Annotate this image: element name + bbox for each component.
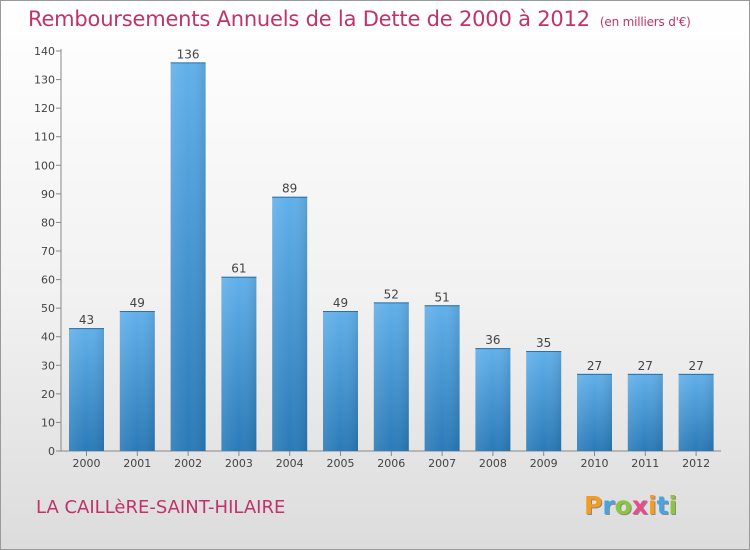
y-tick-label: 80	[41, 216, 55, 229]
bar-shine	[119, 311, 155, 451]
x-tick-label: 2003	[225, 457, 253, 470]
x-tick-label: 2011	[631, 457, 659, 470]
y-tick-label: 60	[41, 274, 55, 287]
bar-chart: 0 10 20 30 40 50 60 70 80 90 100 110 120 130 140 2000 4…	[34, 45, 721, 470]
bar-shine	[272, 196, 308, 451]
y-tick-label: 90	[41, 188, 55, 201]
bar-shine	[221, 276, 257, 451]
bar-shine	[526, 351, 562, 451]
data-label: 27	[587, 359, 602, 373]
data-label: 51	[434, 290, 449, 304]
y-tick-label: 30	[41, 359, 55, 372]
x-tick-label: 2010	[581, 457, 609, 470]
y-tick-label: 120	[34, 102, 55, 115]
data-label: 136	[177, 47, 200, 61]
y-tick-label: 50	[41, 302, 55, 315]
bar-shine	[69, 328, 104, 451]
y-tick-label: 110	[34, 131, 55, 144]
logo-letter: P	[584, 491, 603, 520]
y-tick-label: 100	[34, 159, 55, 172]
logo-letter: i	[668, 491, 678, 520]
logo-letter: x	[631, 491, 648, 520]
value-labels: 2000 43 2001 49 2002 136 2003 61 2004 89 2005 49 200…	[73, 47, 711, 470]
bar-shine	[577, 373, 612, 451]
data-label: 36	[485, 333, 500, 347]
bar-shine	[323, 311, 358, 451]
x-tick-label: 2000	[73, 457, 101, 470]
x-tick-label: 2001	[123, 457, 151, 470]
y-tick-label: 140	[34, 45, 55, 58]
bar-shine	[424, 305, 460, 451]
data-label: 52	[384, 287, 399, 301]
data-label: 35	[536, 336, 551, 350]
data-label: 49	[130, 296, 145, 310]
bars	[69, 62, 714, 452]
logo-letter: o	[614, 491, 632, 520]
y-tick-label: 20	[41, 388, 55, 401]
bar-shine	[678, 373, 714, 451]
data-label: 49	[333, 296, 348, 310]
x-tick-label: 2012	[682, 457, 710, 470]
x-tick-label: 2004	[276, 457, 304, 470]
logo-letter: r	[602, 491, 615, 520]
y-tick-label: 70	[41, 245, 55, 258]
data-label: 89	[282, 182, 297, 196]
x-tick-label: 2008	[479, 457, 507, 470]
y-tick-label: 10	[41, 416, 55, 429]
axes: 0 10 20 30 40 50 60 70 80 90 100 110 120 130 140	[34, 45, 721, 458]
data-label: 43	[79, 313, 94, 327]
x-tick-label: 2002	[174, 457, 202, 470]
data-label: 27	[688, 359, 703, 373]
y-tick-label: 40	[41, 331, 55, 344]
chart-title: Remboursements Annuels de la Dette de 20…	[28, 7, 691, 31]
logo-letter: i	[648, 491, 657, 520]
data-label: 27	[638, 359, 653, 373]
x-tick-label: 2005	[327, 457, 355, 470]
x-tick-label: 2007	[428, 457, 456, 470]
logo-letter: t	[656, 491, 669, 520]
title-text: Remboursements Annuels de la Dette de 20…	[28, 7, 590, 31]
bar-shine	[170, 62, 206, 452]
bar-shine	[373, 302, 409, 451]
bar-shine	[627, 373, 663, 451]
chart-subtitle: (en milliers d'€)	[599, 15, 691, 29]
x-tick-label: 2009	[530, 457, 558, 470]
proxiti-logo: Proxiti	[584, 491, 677, 520]
data-label: 61	[231, 262, 246, 276]
y-tick-label: 130	[34, 74, 55, 87]
bar-shine	[475, 348, 511, 451]
commune-name: LA CAILLèRE-SAINT-HILAIRE	[36, 497, 286, 518]
y-tick-label: 0	[48, 445, 55, 458]
x-tick-label: 2006	[377, 457, 405, 470]
